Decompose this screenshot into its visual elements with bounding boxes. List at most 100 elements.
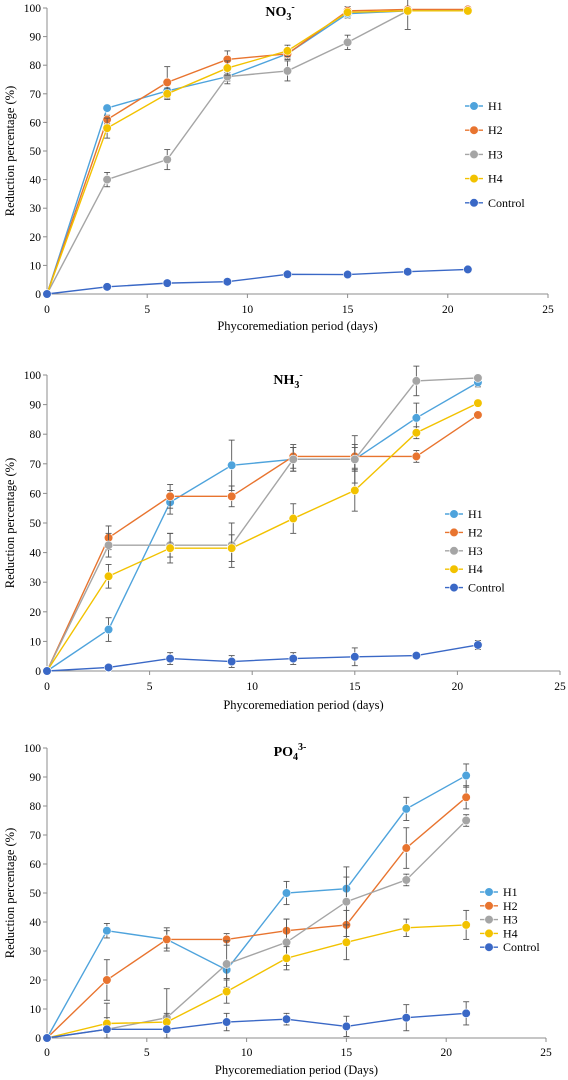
series-line [46, 10, 468, 295]
data-point [343, 7, 353, 17]
data-point [411, 428, 421, 438]
x-tick-label: 20 [440, 1047, 452, 1059]
chart-title-main: PO [274, 745, 294, 760]
data-point [411, 413, 421, 423]
series-line [46, 402, 479, 672]
y-tick-label: 60 [30, 859, 42, 871]
legend-label: Control [488, 196, 525, 210]
y-tick-label: 20 [30, 975, 42, 987]
x-tick-label: 10 [242, 304, 254, 316]
series-line [46, 381, 479, 672]
data-point [102, 1024, 112, 1034]
series-line [46, 268, 468, 295]
series-h4 [42, 909, 471, 1043]
data-point [343, 37, 353, 47]
legend-swatch-marker [449, 509, 459, 519]
data-point [401, 923, 411, 933]
legend-label: H4 [488, 172, 503, 186]
legend-swatch-marker [469, 101, 479, 111]
data-point [282, 46, 293, 56]
y-tick-label: 50 [30, 518, 42, 530]
series-control [42, 640, 483, 676]
x-tick-label: 10 [246, 681, 258, 693]
chart-title-subscript: 3 [286, 12, 291, 23]
y-tick-label: 60 [30, 117, 42, 129]
series-line [46, 774, 467, 1039]
legend-label: Control [503, 940, 540, 954]
data-point [411, 451, 421, 461]
series-line [46, 820, 467, 1039]
y-tick-label: 40 [30, 175, 42, 187]
legend-item: Control [480, 940, 540, 954]
chart-title-superscript: - [291, 2, 294, 13]
legend-swatch-marker [469, 198, 479, 208]
series-h3 [42, 814, 471, 1043]
x-tick-label: 15 [349, 681, 361, 693]
data-point [227, 491, 237, 501]
chart-title-superscript: - [299, 370, 302, 381]
legend: H1 H2 H3 H4 Control [465, 99, 525, 210]
y-tick-label: 40 [30, 548, 42, 560]
data-point [102, 123, 112, 133]
data-point [222, 987, 232, 997]
y-tick-label: 50 [30, 146, 42, 158]
y-tick-label: 0 [35, 666, 41, 678]
legend-item: H4 [480, 926, 518, 940]
chart-title-main: NH [273, 373, 294, 388]
legend-item: H2 [445, 525, 483, 539]
series-line [46, 10, 468, 295]
legend-item: H1 [445, 507, 483, 521]
data-point [222, 277, 232, 287]
x-tick-label: 20 [452, 681, 464, 693]
legend-item: H1 [480, 885, 518, 899]
data-point [162, 1024, 172, 1034]
data-point [162, 934, 172, 944]
y-tick-label: 90 [30, 772, 42, 784]
nitrate-chart: 0 10 20 30 40 50 60 70 80 90 100 0 5 10 15 20 25 Phycorem… [3, 0, 554, 333]
data-point [461, 920, 471, 930]
legend-label: H1 [488, 99, 503, 113]
data-point [165, 653, 175, 664]
data-point [341, 897, 352, 907]
y-tick-label: 100 [24, 743, 42, 755]
y-tick-label: 90 [30, 400, 42, 412]
chart-title: NH3- [273, 370, 302, 391]
x-tick-label: 25 [554, 681, 566, 693]
x-tick-label: 15 [341, 1047, 353, 1059]
data-point [281, 937, 292, 947]
legend: H1 H2 H3 H4 Control [445, 507, 505, 595]
data-point [227, 543, 237, 553]
x-tick-label: 5 [147, 681, 153, 693]
y-tick-label: 70 [30, 89, 42, 101]
chart-title-main: NO [265, 5, 286, 20]
data-point [222, 959, 232, 969]
data-point [341, 937, 352, 947]
y-tick-label: 100 [24, 370, 42, 382]
y-tick-label: 10 [30, 1004, 42, 1016]
chart-title-subscript: 3 [294, 380, 299, 391]
data-point [165, 543, 175, 553]
data-point [165, 491, 175, 501]
legend-item: H1 [465, 99, 503, 113]
x-tick-label: 0 [44, 1047, 50, 1059]
y-tick-label: 80 [30, 429, 42, 441]
data-point [411, 651, 421, 661]
y-tick-label: 20 [30, 607, 42, 619]
x-tick-label: 5 [144, 1047, 150, 1059]
legend-item: H3 [480, 913, 518, 927]
data-point [103, 571, 114, 581]
series-h1 [42, 6, 473, 299]
y-tick-label: 70 [30, 459, 42, 471]
series-h4 [42, 6, 473, 299]
series-control [42, 264, 473, 299]
legend-label: Control [468, 581, 505, 595]
legend-item: H3 [445, 544, 483, 558]
chart-title: NO3- [265, 2, 294, 23]
data-point [281, 888, 292, 898]
data-point [461, 815, 471, 826]
ammonia-chart: 0 10 20 30 40 50 60 70 80 90 100 0 5 10 15 20 25 Phycorem… [3, 365, 566, 712]
series-line [46, 377, 478, 672]
data-point [341, 1021, 352, 1032]
series-line [46, 796, 467, 1039]
y-tick-label: 50 [30, 888, 42, 900]
